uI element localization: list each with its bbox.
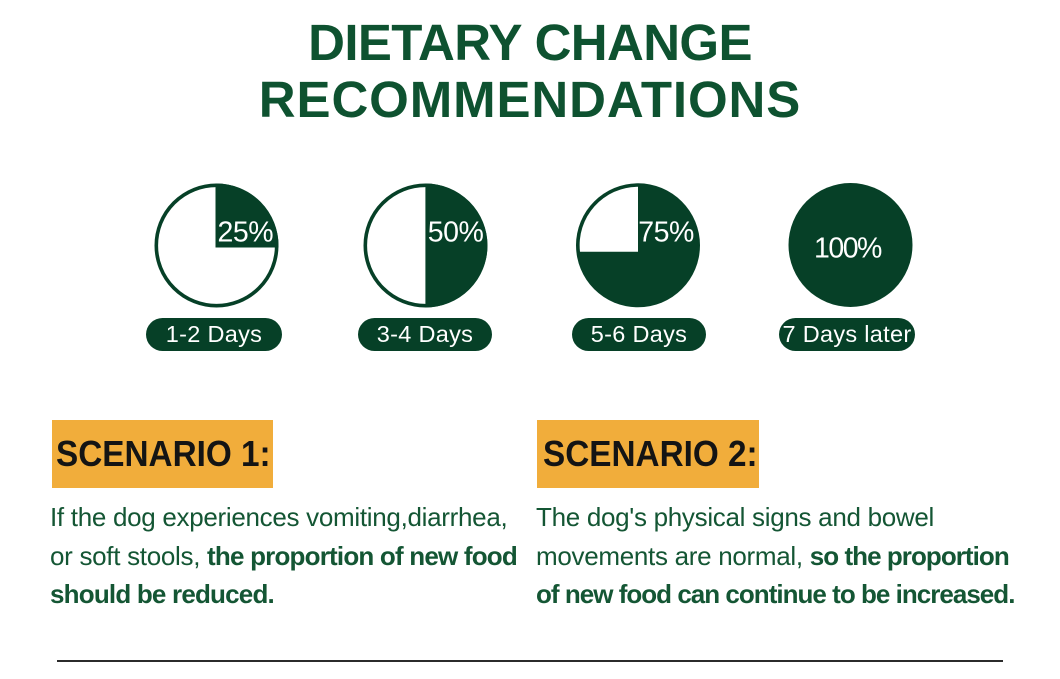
svg-text:75%: 75% — [638, 217, 694, 249]
svg-text:50%: 50% — [428, 216, 484, 248]
svg-text:25%: 25% — [218, 217, 274, 249]
svg-text:100%: 100% — [814, 232, 882, 264]
